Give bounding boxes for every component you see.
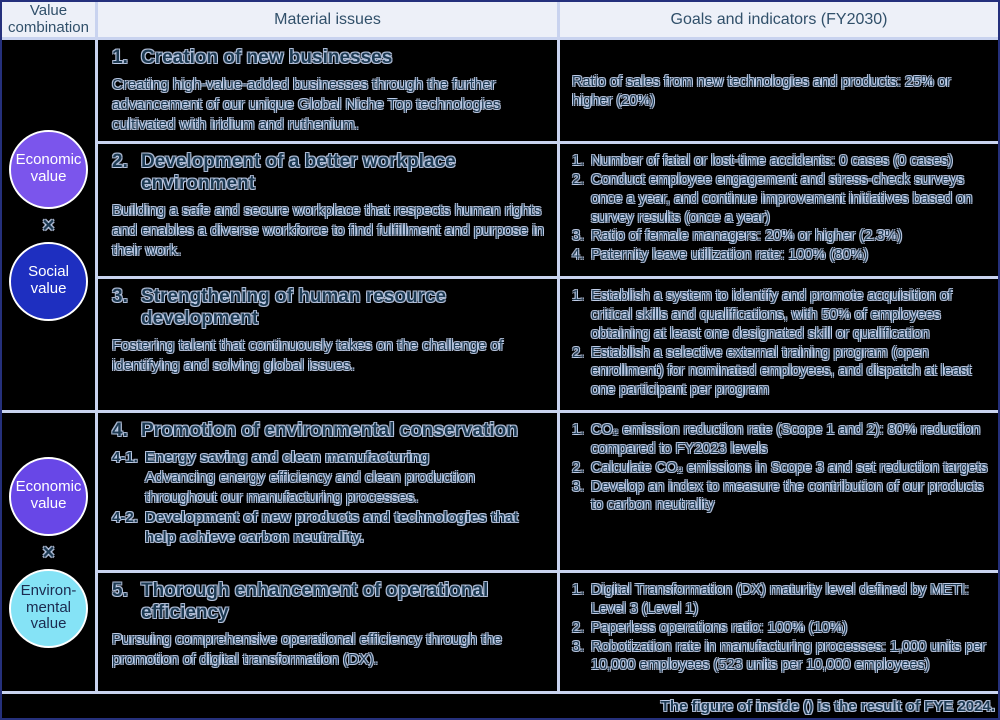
goal-number: 3. — [572, 228, 585, 245]
material-subitem: 4-1. Energy saving and clean manufacturin… — [112, 448, 547, 507]
goal-text: Robotization rate in manufacturing proce… — [591, 638, 986, 674]
goal-text: Develop an index to measure the contribu… — [591, 478, 984, 514]
goal-text: Digital Transformation (DX) maturity lev… — [591, 582, 969, 617]
material-cell-4: 4. Promotion of environmental conservatio… — [98, 413, 557, 570]
material-issue-number: 4. — [112, 420, 128, 441]
value-group-2: Economic value × Environ- mental value — [2, 413, 95, 691]
material-subitem: 4-2. Development of new products and tech… — [112, 508, 547, 548]
goal-item: 1. Establish a system to identify and pro… — [572, 287, 992, 344]
goal-number: 3. — [572, 638, 585, 655]
goal-text: Number of fatal or lost-time accidents: … — [591, 153, 953, 169]
goal-text: Establish a selective external training … — [591, 344, 972, 399]
header-material-issues: Material issues — [98, 2, 557, 37]
material-issue-title: 3. Strengthening of human resource develo… — [112, 286, 547, 330]
goal-number: 1. — [572, 153, 585, 169]
goal-item: 3. Develop an index to measure the contri… — [572, 478, 992, 516]
material-issue-title-text: Development of a better workplace enviro… — [141, 151, 456, 195]
footnote: The figure of inside () is the result of… — [2, 694, 998, 718]
footnote-text: The figure of inside () is the result of… — [660, 697, 995, 715]
social-value-circle: Social value — [9, 241, 88, 321]
goals-cell-3: 1. Establish a system to identify and pro… — [560, 279, 998, 410]
goal-item: 2. Conduct employee engagement and stress… — [572, 171, 992, 228]
material-subitem-number: 4-2. — [112, 509, 138, 527]
goal-number: 3. — [572, 478, 585, 495]
material-cell-2: 2. Development of a better workplace envi… — [98, 144, 557, 276]
goal-number: 2. — [572, 459, 585, 476]
header-value-combination: Value combination — [2, 2, 95, 37]
material-subitem-heading: Energy saving and clean manufacturing — [145, 449, 430, 467]
goals-cell-1: Ratio of sales from new technologies and… — [560, 40, 998, 141]
goals-cell-5: 1. Digital Transformation (DX) maturity l… — [560, 573, 998, 691]
material-subitem-text: Energy saving and clean manufacturing Adv… — [145, 448, 547, 507]
goal-text: Calculate CO₂ emissions in Scope 3 and s… — [591, 459, 988, 476]
material-subitem-detail: Advancing energy efficiency and clean pr… — [145, 468, 475, 506]
goal-item: 2. Calculate CO₂ emissions in Scope 3 and… — [572, 459, 992, 478]
goal-item: 4. Paternity leave utilization rate: 100%… — [572, 246, 992, 265]
material-issue-title: 5. Thorough enhancement of operational ef… — [112, 580, 547, 624]
goal-text: Conduct employee engagement and stress-c… — [591, 171, 973, 226]
goal-number: 1. — [572, 422, 585, 438]
material-cell-3: 3. Strengthening of human resource develo… — [98, 279, 557, 410]
material-issue-number: 1. — [112, 47, 128, 68]
material-issue-description: Pursuing comprehensive operational effic… — [112, 631, 502, 669]
value-group-1: Economic value × Social value — [2, 40, 95, 410]
goal-item: 2. Establish a selective external trainin… — [572, 344, 992, 401]
material-subitem-number: 4-1. — [112, 449, 138, 467]
goal-text: CO₂ emission reduction rate (Scope 1 and… — [591, 422, 981, 457]
multiply-icon: × — [42, 540, 55, 564]
material-issue-number: 3. — [112, 286, 128, 307]
material-issue-description: Creating high-value-added businesses thr… — [112, 76, 501, 134]
goal-number: 4. — [572, 247, 585, 264]
goal-item: 3. Robotization rate in manufacturing pro… — [572, 638, 992, 676]
goal-item: 3. Ratio of female managers: 20% or highe… — [572, 227, 992, 246]
material-issue-title-text: Strengthening of human resource developm… — [141, 286, 447, 330]
economic-value-circle: Economic value — [9, 129, 88, 209]
material-issue-description: Fostering talent that continuously takes… — [112, 337, 504, 375]
goal-number: 2. — [572, 171, 585, 188]
goals-cell-4: 1. CO₂ emission reduction rate (Scope 1 a… — [560, 413, 998, 570]
goals-cell-2: 1. Number of fatal or lost-time accidents… — [560, 144, 998, 276]
header-goals-indicators: Goals and indicators (FY2030) — [560, 2, 998, 37]
goal-number: 1. — [572, 582, 585, 598]
goal-text: Ratio of female managers: 20% or higher … — [591, 228, 903, 245]
goal-text: Paperless operations ratio: 100% (10%) — [591, 619, 848, 636]
material-issue-number: 2. — [112, 151, 128, 172]
goal-text: Establish a system to identify and promo… — [591, 288, 953, 342]
goal-item: 2. Paperless operations ratio: 100% (10%) — [572, 619, 992, 638]
material-cell-1: 1. Creation of new businesses Creating hig… — [98, 40, 557, 141]
material-issue-title-text: Promotion of environmental conservation — [141, 420, 518, 441]
goal-number: 2. — [572, 619, 585, 636]
goal-text: Paternity leave utilization rate: 100% (… — [591, 247, 869, 264]
economic-value-circle: Economic value — [9, 456, 88, 536]
material-issue-title-text: Creation of new businesses — [141, 47, 393, 68]
goal-number: 2. — [572, 344, 585, 361]
material-issue-title: 4. Promotion of environmental conservatio… — [112, 420, 547, 442]
goal-item: 1. CO₂ emission reduction rate (Scope 1 a… — [572, 421, 992, 459]
goal-text: Ratio of sales from new technologies and… — [572, 74, 951, 109]
material-issue-title: 1. Creation of new businesses — [112, 47, 547, 69]
material-subitem-text: Development of new products and technolo… — [145, 508, 547, 548]
material-issue-title-text: Thorough enhancement of operational effi… — [141, 580, 489, 624]
multiply-icon: × — [42, 213, 55, 237]
goal-item: 1. Number of fatal or lost-time accidents… — [572, 152, 992, 171]
material-cell-5: 5. Thorough enhancement of operational ef… — [98, 573, 557, 691]
goal-item: 1. Digital Transformation (DX) maturity l… — [572, 581, 992, 619]
environmental-value-circle: Environ- mental value — [9, 568, 88, 648]
material-issue-number: 5. — [112, 580, 128, 601]
material-subitem-heading: Development of new products and technolo… — [145, 509, 519, 547]
material-issue-description: Building a safe and secure workplace tha… — [112, 202, 544, 260]
goal-item: Ratio of sales from new technologies and… — [572, 73, 992, 111]
material-issue-title: 2. Development of a better workplace envi… — [112, 151, 547, 195]
goal-number: 1. — [572, 288, 585, 304]
